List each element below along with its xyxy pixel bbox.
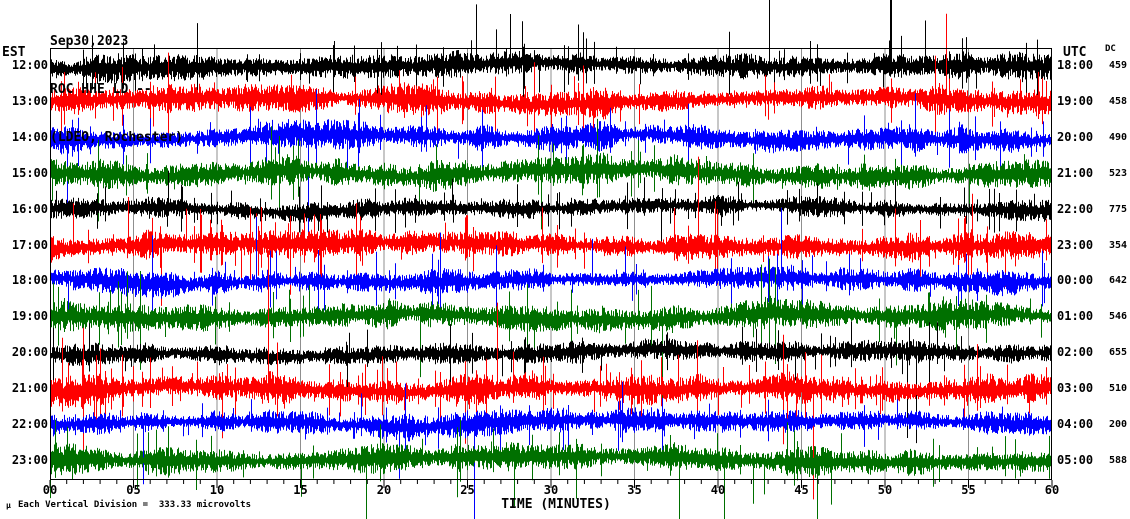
est-label-2100: 21:00 [11,381,48,396]
utc-label-1900: 19:00 [1057,93,1094,108]
utc-label-2100: 21:00 [1057,165,1094,180]
x-tick-label-40: 40 [710,483,726,497]
dc-value-2200: 775 [1108,203,1127,215]
x-tick-label-20: 20 [376,483,392,497]
x-tick-label-35: 35 [627,483,642,497]
est-label-1300: 13:00 [11,93,48,108]
x-tick-label-50: 50 [877,483,893,497]
utc-label-0300: 03:00 [1057,381,1094,396]
utc-label-0100: 01:00 [1057,309,1094,324]
utc-label-0000: 00:00 [1057,273,1094,288]
vertical-scale-note: Each Vertical Division = 333.33 microvol… [18,500,251,510]
utc-label-2200: 22:00 [1057,201,1094,216]
est-label-1200: 12:00 [11,58,48,72]
x-axis-ticks [49,480,1053,488]
dc-column-header: DC [1105,44,1116,54]
corner-watermark-glyph: µ [6,501,11,510]
est-label-2000: 20:00 [11,345,48,360]
dc-value-0400: 200 [1108,419,1127,430]
x-tick-label-45: 45 [794,483,809,497]
utc-label-2000: 20:00 [1057,129,1094,144]
dc-value-2100: 523 [1108,167,1127,179]
left-timezone-label: EST [2,45,26,60]
x-tick-label-10: 10 [209,483,225,497]
dc-value-1900: 458 [1108,95,1127,107]
est-label-1500: 15:00 [11,165,48,180]
x-tick-label-00: 00 [42,483,58,497]
x-tick-label-60: 60 [1044,483,1060,497]
x-tick-label-05: 05 [126,483,141,497]
est-label-1700: 17:00 [11,237,48,252]
station-location-label: (LDEO, Rochester) [50,130,184,145]
dc-value-0500: 588 [1108,454,1127,466]
est-label-1900: 19:00 [11,309,48,324]
plot-frame [50,48,1052,480]
dc-value-0300: 510 [1108,383,1127,395]
utc-label-0500: 05:00 [1057,452,1094,467]
est-label-1800: 18:00 [11,273,48,288]
right-timezone-label: UTC [1063,45,1087,60]
est-label-1600: 16:00 [11,201,48,216]
est-label-1400: 14:00 [11,129,48,144]
x-tick-label-30: 30 [543,483,559,497]
x-tick-label-55: 55 [961,483,976,497]
date-label: Sep30,2023 [50,34,129,49]
dc-value-2000: 490 [1108,131,1127,143]
dc-value-0100: 546 [1108,311,1127,323]
dc-value-1800: 459 [1108,60,1127,71]
utc-label-2300: 23:00 [1057,237,1094,252]
utc-label-0200: 02:00 [1057,345,1094,360]
est-label-2200: 22:00 [11,417,48,431]
est-label-2300: 23:00 [11,452,48,467]
dc-value-0200: 655 [1108,347,1127,359]
x-axis-title: TIME (MINUTES) [501,497,611,512]
x-tick-label-15: 15 [293,483,308,497]
utc-label-0400: 04:00 [1057,417,1094,431]
utc-label-1800: 18:00 [1057,58,1094,72]
dc-value-2300: 354 [1108,239,1127,251]
station-id-label: ROC HHE LD -- [50,82,152,97]
dc-value-0000: 642 [1108,275,1127,287]
figure-header: Sep30,2023 ROC HHE LD -- (LDEO, Rocheste… [50,2,183,178]
x-tick-label-25: 25 [460,483,475,497]
